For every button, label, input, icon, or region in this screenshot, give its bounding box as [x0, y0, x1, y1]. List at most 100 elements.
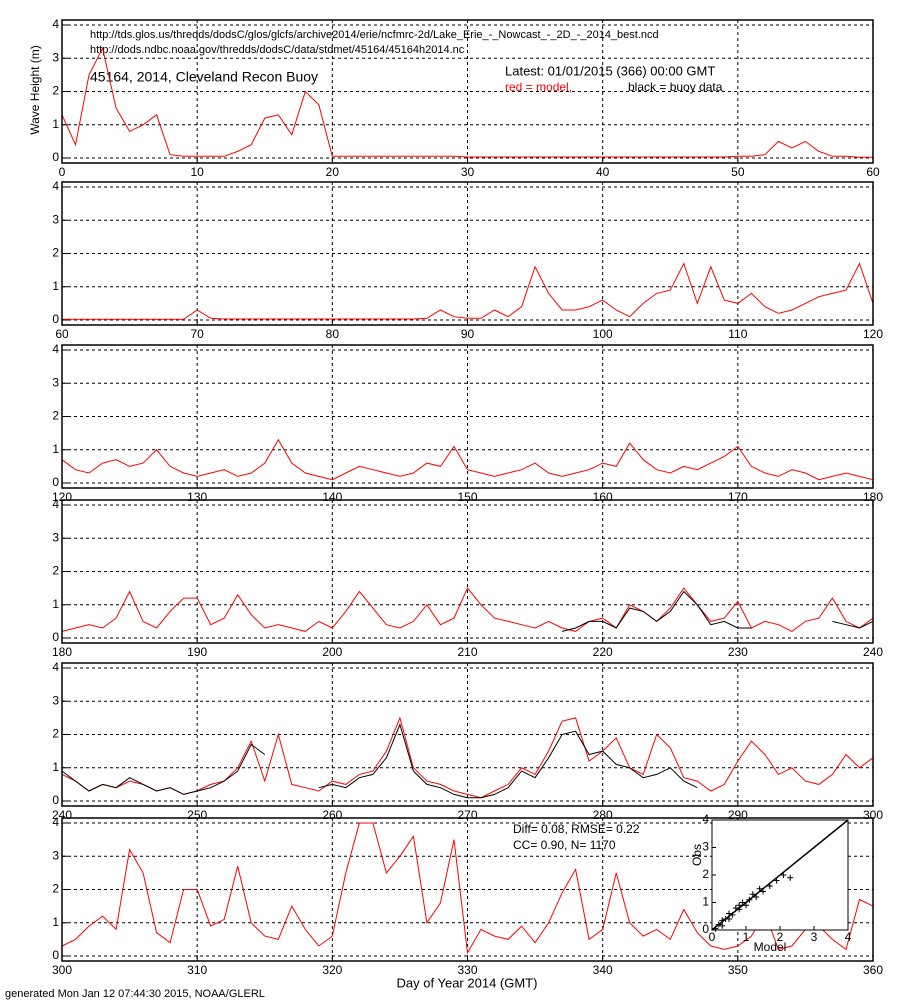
scatter-point	[773, 877, 780, 884]
x-tick-label: 360	[863, 963, 883, 977]
plot-frame	[61, 344, 874, 489]
data-line	[61, 46, 873, 158]
x-tick-label: 80	[326, 327, 340, 341]
scatter-point	[766, 883, 773, 889]
scatter-point	[726, 910, 732, 917]
y-tick-label: 4	[702, 812, 709, 826]
scatter-point	[756, 885, 763, 892]
plot-frame	[61, 662, 874, 807]
data-line	[61, 587, 874, 632]
y-tick-label: 0	[52, 312, 59, 326]
y-tick-label: 4	[52, 17, 59, 31]
y-tick-label: 3	[52, 375, 59, 389]
x-tick-label: 30	[461, 165, 475, 179]
y-tick-label: 3	[52, 50, 59, 64]
y-tick-label: 2	[52, 564, 59, 578]
x-tick-label: 300	[52, 963, 72, 977]
x-tick-label: 220	[593, 645, 613, 659]
plot-frame	[61, 19, 874, 164]
chart-title: 45164, 2014, Cleveland Recon Buoy	[90, 69, 318, 85]
scatter-point	[719, 922, 726, 929]
x-tick-label: 210	[457, 645, 477, 659]
x-tick-label: 350	[728, 963, 748, 977]
scatter-point	[729, 911, 736, 918]
scatter-point	[736, 902, 743, 909]
source-url: http://dods.ndbc.noaa.gov/thredds/dodsC/…	[90, 44, 465, 56]
y-tick-label: 0	[52, 150, 59, 164]
y-tick-label: 2	[52, 882, 59, 896]
y-tick-label: 0	[52, 630, 59, 644]
y-tick-label: 2	[702, 867, 709, 881]
y-tick-label: 3	[52, 530, 59, 544]
y-tick-label: 4	[52, 497, 59, 511]
scatter-point	[749, 891, 756, 898]
latest: Latest: 01/01/2015 (366) 00:00 GMT	[505, 63, 715, 78]
y-tick-label: 4	[52, 342, 59, 356]
x-tick-label: 2	[777, 930, 784, 944]
x-tick-label: 110	[728, 327, 747, 341]
scatter-point	[715, 921, 722, 928]
scatter-point	[753, 894, 760, 900]
y-tick-label: 1	[702, 895, 709, 909]
x-tick-label: 340	[593, 963, 613, 977]
x-tick-label: 40	[596, 165, 610, 179]
scatter-point	[746, 896, 753, 903]
scatter-point	[780, 872, 787, 878]
y-tick-label: 1	[52, 442, 59, 456]
footer: generated Mon Jan 12 07:44:30 2015, NOAA…	[5, 988, 265, 1000]
data-line	[62, 262, 874, 320]
x-tick-label: 190	[187, 645, 207, 659]
y-tick-label: 1	[52, 760, 59, 774]
y-tick-label: 0	[52, 475, 59, 489]
y-tick-label: 2	[52, 246, 59, 260]
data-line	[561, 590, 874, 632]
scatter-point	[787, 874, 794, 881]
x-tick-label: 240	[863, 645, 883, 659]
y-tick-label: 1	[52, 117, 59, 131]
x-tick-label: 50	[731, 165, 745, 179]
one-to-one-line	[711, 819, 849, 931]
x-tick-label: 0	[59, 165, 66, 179]
x-tick-label: 1	[743, 930, 750, 944]
y-tick-label: 2	[52, 409, 59, 423]
stats: CC= 0.90, N= 1170	[513, 838, 616, 852]
y-tick-label: 4	[52, 815, 59, 829]
y-tick-label: 2	[52, 727, 59, 741]
source-url: http://tds.glos.us/thredds/dodsC/glos/gl…	[90, 29, 659, 41]
x-tick-label: 70	[190, 327, 204, 341]
x-tick-label: 230	[728, 645, 748, 659]
x-tick-label: 120	[863, 327, 883, 341]
x-tick-label: 320	[322, 963, 342, 977]
y-tick-label: 3	[702, 840, 709, 854]
x-tick-label: 10	[190, 165, 204, 179]
y-tick-label: 1	[52, 915, 59, 929]
data-line	[61, 438, 874, 481]
data-line	[61, 822, 874, 955]
x-tick-label: 90	[461, 327, 475, 341]
y-tick-label: 1	[52, 279, 59, 293]
scatter-point	[712, 925, 719, 932]
y-axis-label: Wave Height (m)	[28, 45, 42, 135]
scatter-point	[732, 905, 739, 911]
x-tick-label: 60	[866, 165, 880, 179]
y-tick-label: 2	[52, 84, 59, 98]
x-tick-label: 4	[845, 930, 852, 944]
inset-x-label: Model	[754, 940, 787, 954]
x-tick-label: 330	[457, 963, 477, 977]
plot-frame	[61, 817, 874, 962]
scatter-point	[739, 899, 746, 906]
y-tick-label: 3	[52, 848, 59, 862]
x-tick-label: 100	[593, 327, 613, 341]
stats: Diff= 0.08, RMSE= 0.22	[513, 822, 640, 836]
y-tick-label: 4	[52, 179, 59, 193]
inset-y-label: Obs	[690, 844, 704, 866]
x-tick-label: 0	[709, 930, 716, 944]
x-axis-label: Day of Year 2014 (GMT)	[397, 975, 538, 990]
x-tick-label: 60	[55, 327, 69, 341]
legend-buoy: black = buoy data	[628, 80, 723, 94]
y-tick-label: 3	[52, 693, 59, 707]
scatter-point	[726, 916, 732, 922]
x-tick-label: 180	[52, 645, 72, 659]
y-tick-label: 0	[52, 948, 59, 962]
